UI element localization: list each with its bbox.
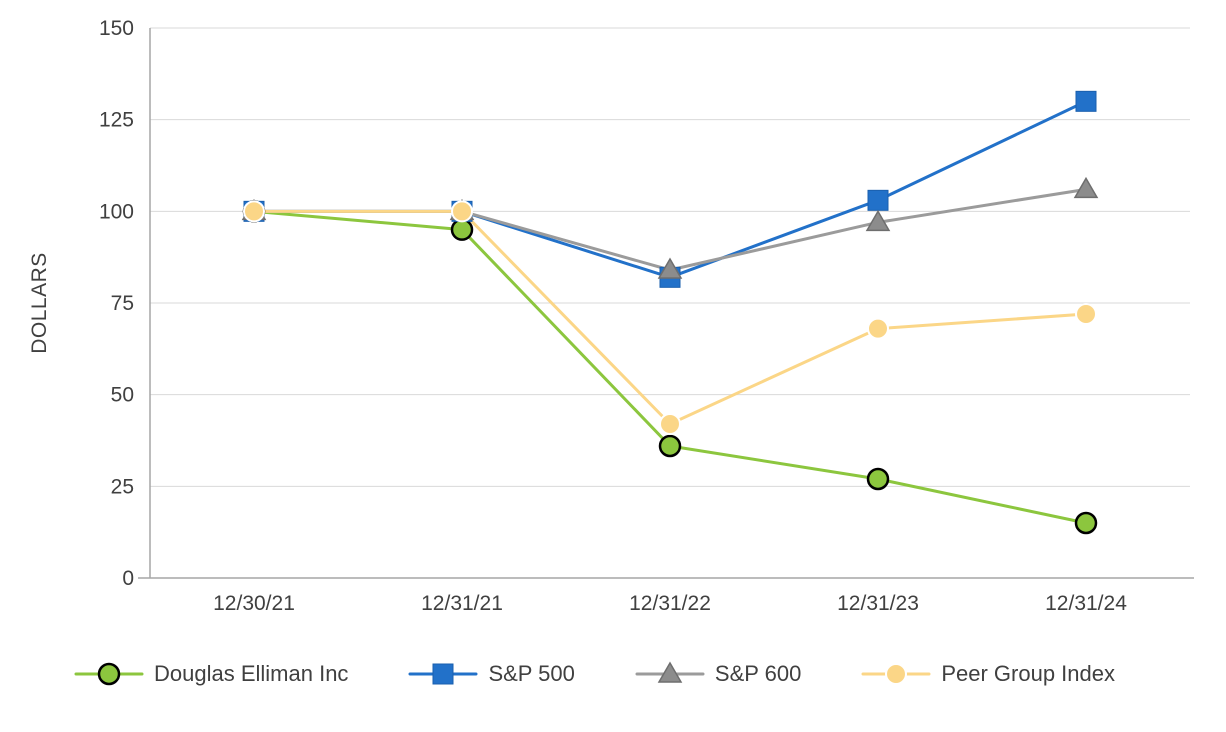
- series-marker-triangle-icon: [1073, 176, 1099, 199]
- series-marker-circle-icon: [885, 663, 908, 685]
- legend-label: Douglas Elliman Inc: [154, 661, 349, 686]
- series-marker-circle-icon: [866, 467, 890, 491]
- legend-item-sp600: S&P 600: [635, 660, 801, 688]
- gray-triangle-marker-icon: [635, 660, 705, 688]
- series-marker-circle-icon: [97, 662, 121, 686]
- series-marker-square-icon: [1075, 90, 1097, 112]
- legend-label: Peer Group Index: [941, 661, 1116, 686]
- series-marker-circle-icon: [450, 218, 474, 241]
- tan-circle-marker-icon: [861, 660, 931, 688]
- x-tick-label: 12/31/21: [421, 592, 503, 615]
- series-marker-triangle-icon: [865, 209, 891, 232]
- green-circle-marker-icon: [74, 660, 144, 688]
- y-tick-label: 25: [111, 475, 134, 498]
- y-tick-label: 100: [99, 200, 134, 223]
- blue-square-marker-icon: [408, 660, 478, 688]
- legend-item-peer-group: Peer Group Index: [861, 660, 1115, 688]
- series-marker-circle-icon: [1074, 511, 1098, 535]
- series-marker-circle-icon: [451, 200, 473, 223]
- y-tick-label: 0: [122, 567, 134, 590]
- y-tick-label: 150: [99, 17, 134, 40]
- series-line-3: [252, 209, 1088, 426]
- series-marker-circle-icon: [243, 200, 265, 223]
- x-tick-label: 12/31/22: [629, 592, 711, 615]
- legend-item-sp500: S&P 500: [408, 660, 575, 688]
- y-tick-label: 50: [111, 384, 134, 407]
- series-marker-circle-icon: [1075, 303, 1097, 325]
- x-tick-label: 12/31/23: [837, 592, 919, 615]
- series-marker-triangle-icon: [657, 257, 683, 279]
- series-marker-circle-icon: [658, 434, 682, 458]
- series-marker-square-icon: [432, 663, 454, 685]
- y-tick-label: 125: [99, 109, 134, 132]
- legend-label: S&P 600: [714, 661, 802, 686]
- y-tick-label: 75: [111, 292, 134, 315]
- series-marker-circle-icon: [867, 317, 889, 340]
- legend: Douglas Elliman Inc S&P 500 S&P 600 Peer…: [74, 660, 1115, 688]
- x-tick-label: 12/30/21: [213, 592, 295, 615]
- legend-item-douglas-elliman: Douglas Elliman Inc: [74, 660, 348, 688]
- series-marker-circle-icon: [659, 413, 681, 435]
- legend-label: S&P 500: [488, 661, 575, 686]
- series-marker-square-icon: [867, 189, 889, 211]
- series-marker-triangle-icon: [657, 661, 683, 683]
- series-line-1: [252, 99, 1088, 279]
- x-tick-label: 12/31/24: [1045, 592, 1127, 615]
